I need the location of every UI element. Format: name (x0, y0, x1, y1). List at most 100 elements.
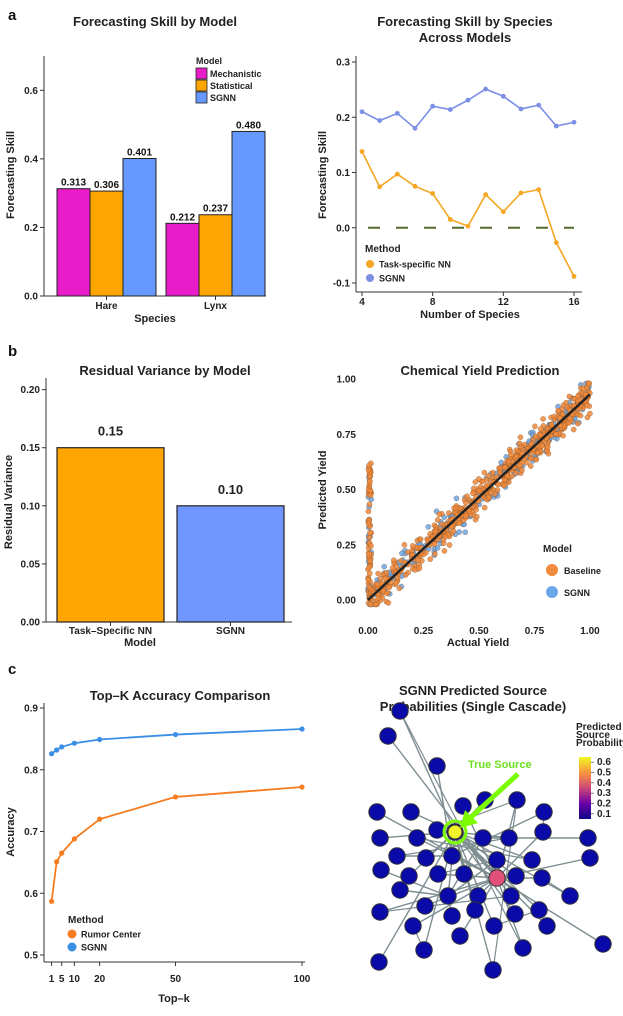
chart-chemical-yield-prediction: Chemical Yield Prediction Predicted Yiel… (317, 363, 601, 649)
bar-value-label: 0.237 (203, 204, 228, 215)
y-tick-label: 0.8 (24, 765, 38, 776)
data-point (513, 470, 519, 476)
chart-residual-variance-by-model: Residual Variance by Model Residual Vari… (3, 363, 292, 649)
network-node (388, 847, 406, 865)
scatter-points (365, 380, 593, 608)
data-point (71, 740, 77, 746)
data-point (446, 542, 453, 548)
legend-marker (366, 260, 374, 268)
data-point (382, 575, 389, 582)
x-tick-label: 0.00 (358, 626, 378, 637)
data-point (570, 426, 577, 433)
network-node (485, 917, 503, 935)
data-point (494, 487, 501, 493)
data-point (575, 393, 581, 400)
data-point (505, 458, 512, 465)
edge (454, 831, 517, 877)
legend-swatch (195, 79, 208, 92)
colorbar-tick-label: 0.3 (597, 788, 611, 799)
network-node (429, 865, 447, 883)
data-point (435, 517, 441, 523)
network-node (535, 803, 553, 821)
x-tick-label: 8 (430, 297, 436, 308)
data-point (456, 520, 463, 526)
legend: Method Rumor Center SGNN (67, 915, 142, 953)
x-tick-label: SGNN (216, 626, 245, 637)
y-tick-label: 0.15 (21, 443, 41, 454)
data-point (394, 110, 400, 116)
x-tick-label: 1 (49, 974, 55, 985)
y-tick-label: -0.1 (333, 279, 351, 290)
legend-label: SGNN (81, 943, 107, 953)
network-node (443, 907, 461, 925)
panel-label-a: a (8, 7, 17, 24)
network-node (455, 865, 473, 883)
data-point (453, 495, 460, 502)
y-tick-label: 0.2 (336, 113, 350, 124)
data-point (560, 432, 566, 439)
data-point (532, 433, 539, 440)
data-point (402, 572, 409, 578)
data-point (535, 449, 541, 456)
legend-title: Method (68, 915, 104, 926)
legend-title: Method (365, 244, 401, 255)
data-point (481, 469, 488, 476)
data-point (483, 86, 489, 92)
data-point (447, 107, 453, 112)
y-tick-label: 0.7 (24, 827, 38, 838)
network-nodes (368, 702, 612, 979)
y-tick-label: 0.00 (21, 618, 41, 629)
network-node (502, 887, 520, 905)
network-node (561, 887, 579, 905)
data-point (473, 506, 479, 513)
legend-label: Baseline (564, 566, 601, 576)
data-point (393, 580, 399, 586)
bar-value-label: 0.15 (98, 424, 123, 439)
legend: Model Baseline SGNN (543, 544, 601, 598)
colorbar-tick-label: 0.6 (597, 757, 611, 768)
network-node (523, 851, 541, 869)
series-line-sgnn (361, 88, 575, 130)
network-node (533, 869, 551, 887)
x-tick-label: Lynx (204, 301, 227, 312)
edge (412, 877, 498, 927)
y-tick-label: 0.3 (336, 58, 350, 69)
data-point (366, 584, 373, 591)
data-point (54, 859, 60, 865)
data-point (501, 482, 507, 489)
y-axis-label: Forecasting Skill (317, 131, 329, 219)
legend-marker (67, 942, 77, 952)
data-point (383, 590, 390, 597)
legend-label: SGNN (564, 588, 590, 598)
y-tick-label: 0.1 (336, 168, 350, 179)
data-point (474, 513, 480, 520)
y-tick-label: 0.2 (24, 223, 38, 234)
data-point (410, 543, 416, 549)
data-point (391, 557, 397, 563)
data-point (401, 542, 408, 548)
colorbar-tick-label: 0.5 (597, 768, 611, 779)
data-point (463, 512, 469, 519)
network-node (466, 901, 484, 919)
legend-label: Statistical (210, 81, 253, 91)
data-point (519, 467, 525, 473)
network-node (581, 849, 599, 867)
bar (176, 505, 285, 623)
panel-label-c: c (8, 661, 16, 678)
data-point (567, 415, 573, 422)
network-node-true-source (447, 824, 463, 840)
x-tick-label: 0.75 (525, 626, 545, 637)
network-node (404, 917, 422, 935)
edge (454, 831, 571, 897)
series-line-rumor-center (50, 786, 303, 902)
colorbar-title: Probability (576, 738, 623, 749)
data-point (559, 411, 566, 417)
data-point (489, 469, 496, 476)
x-tick-label: Task–Specific NN (69, 626, 152, 637)
data-point (446, 510, 452, 516)
data-point (172, 794, 179, 800)
edge (378, 831, 456, 963)
data-point (359, 109, 365, 115)
chart-forecasting-skill-by-model: Forecasting Skill by Model Forecasting S… (5, 14, 266, 325)
network-node (454, 797, 472, 815)
